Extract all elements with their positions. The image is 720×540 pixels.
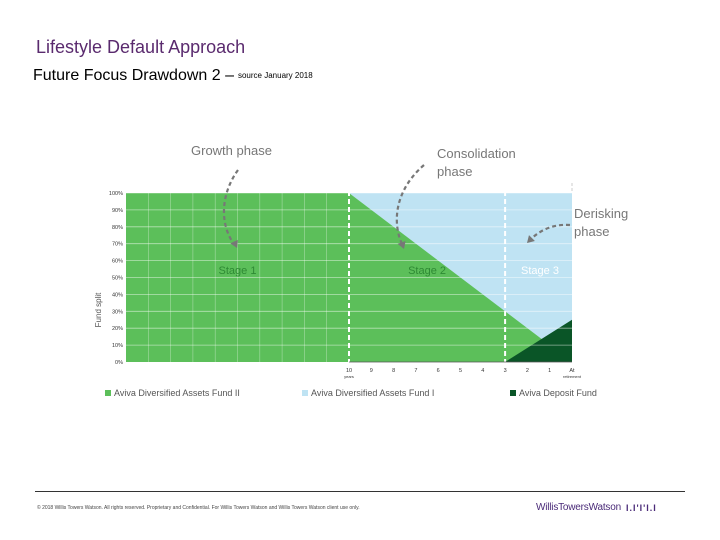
footer-divider — [35, 491, 685, 492]
fund-split-chart: 100% 90% 80% 70% 60% 50% 40% 30% 20% 10% 0% Fund sp… — [94, 143, 628, 398]
legend-swatch — [302, 390, 308, 396]
x-tick-label: 9 — [370, 368, 373, 374]
x-tick-label: 10 — [346, 368, 352, 374]
source-note: source January 2018 — [237, 71, 313, 81]
phase-label-derisking: Derisking — [574, 206, 628, 221]
arrow-derisking-head — [527, 235, 535, 243]
phase-label-consolidation: Consolidation — [437, 146, 516, 161]
page-title: Lifestyle Default Approach — [36, 37, 246, 57]
y-tick-label: 40% — [112, 292, 123, 298]
y-tick-label: 30% — [112, 309, 123, 315]
phase-label-derisking: phase — [574, 224, 609, 239]
arrow-growth — [222, 169, 239, 245]
y-tick-label: 100% — [109, 191, 123, 197]
y-tick-label: 10% — [112, 343, 123, 349]
legend-swatch — [510, 390, 516, 396]
legend-label: Aviva Deposit Fund — [519, 388, 597, 398]
phase-label-growth: Growth phase — [191, 143, 272, 158]
y-tick-label: 80% — [112, 225, 123, 231]
x-tick-label: 2 — [526, 368, 529, 374]
series-deposit-area — [126, 319, 572, 362]
x-tick-label: 3 — [504, 368, 507, 374]
x-tick-label: 6 — [437, 368, 440, 374]
arrow-consolidation — [395, 164, 425, 245]
arrow-derisking — [529, 223, 571, 241]
brand-mark: I.I'I'I.I — [626, 503, 657, 513]
y-tick-label: 70% — [112, 242, 123, 248]
arrow-growth-head — [230, 239, 238, 248]
x-tick-sublabel: retirement — [563, 374, 582, 379]
subtitle-text: Future Focus Drawdown 2 – — [33, 67, 234, 84]
legend-swatch — [105, 390, 111, 396]
copyright-text: © 2018 Willis Towers Watson. All rights … — [37, 505, 360, 511]
subtitle: Future Focus Drawdown 2 – source January … — [33, 67, 313, 85]
stage-label: Stage 3 — [521, 265, 559, 277]
y-tick-label: 20% — [112, 326, 123, 332]
y-tick-label: 60% — [112, 259, 123, 265]
stage-label: Stage 1 — [219, 265, 257, 277]
x-tick-sublabel: years — [344, 374, 354, 379]
stage-label: Stage 2 — [408, 265, 446, 277]
legend-label: Aviva Diversified Assets Fund I — [311, 388, 434, 398]
x-tick-label: 1 — [548, 368, 551, 374]
phase-label-consolidation: phase — [437, 164, 472, 179]
x-tick-label: 8 — [392, 368, 395, 374]
x-tick-label: 5 — [459, 368, 462, 374]
x-tick-label: At — [569, 368, 575, 374]
y-axis-label: Fund split — [94, 292, 103, 327]
y-tick-label: 50% — [112, 276, 123, 282]
brand-logo: WillisTowersWatson — [536, 502, 621, 513]
x-tick-label: 4 — [481, 368, 484, 374]
arrow-consolidation-head — [397, 240, 406, 249]
legend-label: Aviva Diversified Assets Fund II — [114, 388, 240, 398]
y-tick-label: 90% — [112, 208, 123, 214]
x-tick-label: 7 — [414, 368, 417, 374]
y-tick-label: 0% — [115, 360, 123, 366]
